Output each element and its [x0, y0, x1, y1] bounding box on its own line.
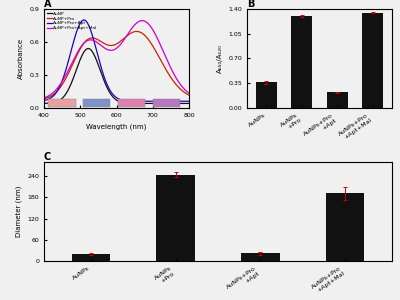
- Text: B: B: [247, 0, 254, 9]
- Y-axis label: Diameter (nm): Diameter (nm): [15, 186, 22, 237]
- AuNP: [182, 102, 187, 105]
- AuNP: [186, 102, 192, 105]
- AuNP+Pro+Apt: [49, 96, 54, 99]
- Bar: [326, 92, 348, 108]
- AuNP+Pro+Apt: [108, 90, 113, 93]
- AuNP: [42, 102, 46, 105]
- Bar: [241, 253, 280, 261]
- Line: AuNP: AuNP: [44, 49, 189, 104]
- Line: AuNP+Pro+Apt: AuNP+Pro+Apt: [44, 20, 189, 101]
- Bar: [118, 99, 145, 107]
- AuNP+Pro: [182, 91, 187, 94]
- Text: C: C: [44, 152, 51, 162]
- AuNP+Pro+Apt+Mal: [108, 49, 113, 52]
- AuNP+Pro: [134, 30, 139, 33]
- AuNP+Pro+Apt: [182, 99, 187, 103]
- AuNP: [108, 92, 113, 96]
- AuNP+Pro+Apt: [182, 99, 187, 103]
- AuNP+Pro: [42, 97, 46, 101]
- AuNP: [86, 47, 91, 50]
- AuNP+Pro: [182, 91, 187, 94]
- AuNP+Pro+Apt: [186, 99, 192, 103]
- AuNP: [156, 102, 161, 105]
- Bar: [256, 82, 277, 108]
- X-axis label: Wavelength (nm): Wavelength (nm): [86, 123, 147, 130]
- AuNP+Pro: [108, 44, 113, 47]
- AuNP+Pro: [112, 43, 117, 46]
- AuNP+Pro+Apt: [112, 94, 117, 98]
- AuNP: [182, 102, 187, 105]
- Bar: [291, 16, 312, 108]
- Bar: [326, 193, 364, 261]
- AuNP+Pro+Apt+Mal: [182, 88, 187, 92]
- Text: A: A: [44, 0, 52, 9]
- Bar: [83, 99, 110, 107]
- Bar: [153, 99, 180, 107]
- AuNP+Pro+Apt: [82, 18, 86, 22]
- Bar: [156, 175, 195, 261]
- AuNP+Pro+Apt+Mal: [42, 96, 46, 100]
- AuNP+Pro+Apt+Mal: [156, 38, 161, 42]
- Line: AuNP+Pro+Apt+Mal: AuNP+Pro+Apt+Mal: [44, 21, 189, 98]
- Y-axis label: A₆₅₀/A₅₂₀: A₆₅₀/A₅₂₀: [217, 44, 223, 73]
- Bar: [48, 99, 76, 107]
- AuNP+Pro+Apt+Mal: [186, 92, 192, 95]
- AuNP+Pro+Apt: [156, 99, 161, 103]
- AuNP+Pro+Apt+Mal: [140, 19, 144, 22]
- Bar: [72, 254, 110, 261]
- Line: AuNP+Pro: AuNP+Pro: [44, 32, 189, 99]
- Legend: AuNP, AuNP+Pro, AuNP+Pro+Apt, AuNP+Pro+Apt+Mal: AuNP, AuNP+Pro, AuNP+Pro+Apt, AuNP+Pro+A…: [46, 11, 98, 31]
- AuNP+Pro: [156, 54, 161, 57]
- AuNP+Pro+Apt+Mal: [182, 88, 187, 92]
- AuNP+Pro: [49, 94, 54, 98]
- AuNP: [112, 97, 117, 101]
- AuNP: [49, 101, 54, 105]
- Bar: [362, 13, 383, 108]
- AuNP+Pro+Apt: [42, 99, 46, 102]
- AuNP+Pro+Apt+Mal: [112, 48, 117, 51]
- AuNP+Pro: [186, 93, 192, 97]
- AuNP+Pro+Apt+Mal: [49, 92, 54, 96]
- Y-axis label: Absorbance: Absorbance: [18, 38, 24, 79]
